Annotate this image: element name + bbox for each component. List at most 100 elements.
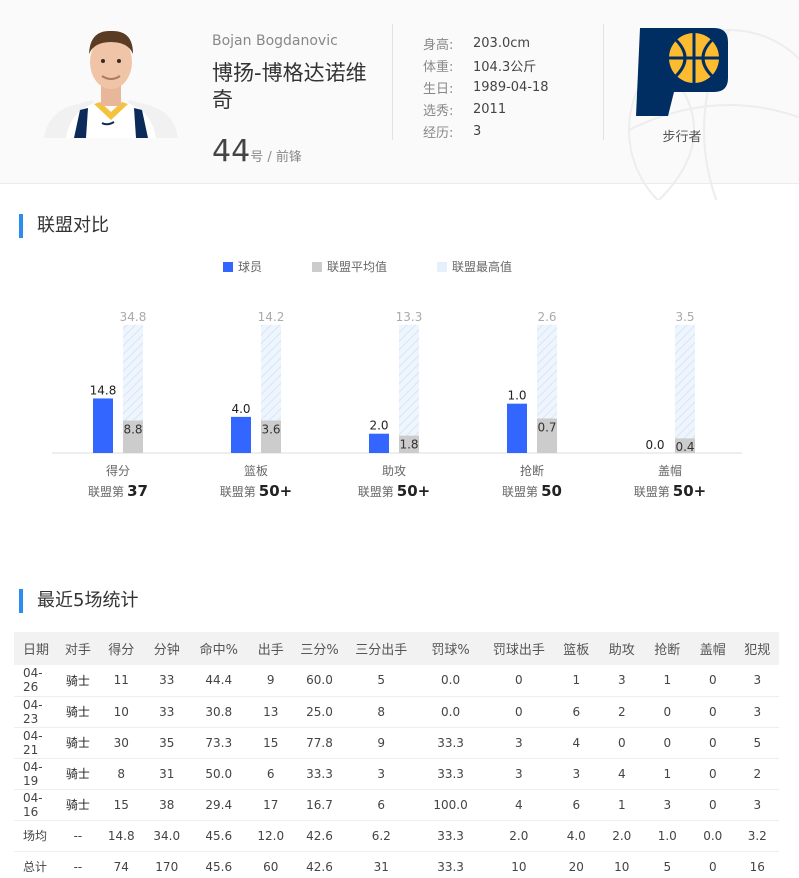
league-rank: 联盟第 50+ [358, 482, 430, 500]
data-label-max: 14.2 [258, 310, 285, 324]
table-cell: 1.0 [644, 820, 691, 852]
table-cell: 3 [644, 789, 691, 821]
table-cell: 2 [599, 696, 645, 728]
table-cell: 04-23 [14, 696, 58, 728]
data-label-max: 13.3 [396, 310, 423, 324]
team-name[interactable]: 步行者 [662, 130, 702, 145]
bar-max [399, 324, 419, 453]
table-cell: 04-26 [14, 665, 58, 697]
table-cell: 0.0 [417, 696, 485, 728]
rank-prefix: 联盟第 [357, 485, 394, 499]
table-cell: 10 [484, 851, 554, 878]
table-cell: 04-19 [14, 758, 58, 790]
table-cell: 25.0 [293, 696, 346, 728]
table-cell: 1 [553, 665, 600, 697]
table-cell: 3.2 [735, 820, 779, 852]
table-cell: 170 [144, 851, 190, 878]
table-cell: 77.8 [293, 727, 346, 759]
table-cell: 45.6 [189, 820, 248, 852]
table-body: 04-26 骑士 11 33 44.4 9 60.0 5 0.0 0 1 3 1 0 3 04-23 骑士 10 3… [14, 665, 779, 878]
divider [392, 24, 393, 140]
table-cell: 5 [735, 727, 779, 759]
column-header: 分钟 [144, 632, 190, 665]
recent-games-table: 日期 对手 得分 分钟 命中% 出手 三分% 三分出手 罚球% 罚球出手 篮板 助攻 抢断 盖帽 犯规 04… [14, 632, 779, 878]
table-cell: 33.3 [417, 820, 485, 852]
table-cell: 0 [484, 696, 554, 728]
column-header: 三分出手 [345, 632, 417, 665]
category-label: 盖帽 [658, 463, 682, 478]
table-cell: 3 [735, 665, 779, 697]
table-cell: 33 [144, 665, 190, 697]
league-rank: 联盟第 50+ [220, 482, 292, 500]
table-cell: 33.3 [417, 727, 485, 759]
rank-prefix: 联盟第 [88, 485, 125, 499]
table-cell: 10 [599, 851, 645, 878]
legend-average[interactable]: 联盟平均值 [312, 258, 387, 275]
table-cell: 33.3 [417, 758, 485, 790]
table-cell: 6 [553, 696, 600, 728]
table-cell: 31 [144, 758, 190, 790]
league-rank: 联盟第 37 [88, 482, 148, 500]
table-cell: 16.7 [293, 789, 346, 821]
table-cell: 5 [345, 665, 417, 697]
table-cell: 04-16 [14, 789, 58, 821]
table-cell: 14.8 [98, 820, 144, 852]
table-cell: 0 [690, 758, 736, 790]
table-cell: 3 [345, 758, 417, 790]
player-name-en: Bojan Bogdanovic [212, 33, 338, 49]
table-cell: 44.4 [189, 665, 248, 697]
recent-games-title: 最近5场统计 [19, 589, 138, 613]
league-rank-row: 联盟第 37 联盟第 50+ 联盟第 50+ 联盟第 50 联盟第 50+ [0, 482, 799, 504]
info-experience: 经历: 3 [423, 123, 482, 141]
bar-player [231, 416, 251, 453]
league-rank: 联盟第 50 [502, 482, 562, 500]
table-cell[interactable]: 骑士 [57, 696, 99, 728]
table-header-row: 日期 对手 得分 分钟 命中% 出手 三分% 三分出手 罚球% 罚球出手 篮板 助攻 抢断 盖帽 犯规 [14, 632, 779, 665]
table-cell: 6 [345, 789, 417, 821]
column-header: 犯规 [735, 632, 779, 665]
table-cell: 16 [735, 851, 779, 878]
table-cell: 60 [248, 851, 294, 878]
data-label-average: 3.6 [261, 422, 280, 436]
table-cell: 总计 [14, 851, 58, 878]
pacers-logo-icon[interactable] [634, 26, 730, 118]
table-cell[interactable]: 骑士 [57, 789, 99, 821]
divider [603, 24, 604, 140]
table-cell: 20 [553, 851, 600, 878]
table-cell[interactable]: 骑士 [57, 665, 99, 697]
table-cell: 0 [690, 727, 736, 759]
league-rank: 联盟第 50+ [634, 482, 706, 500]
rank-prefix: 联盟第 [502, 485, 539, 499]
column-header: 命中% [189, 632, 248, 665]
table-cell: 3 [484, 758, 554, 790]
table-cell: 0 [644, 696, 691, 728]
table-cell: 15 [248, 727, 294, 759]
table-cell[interactable]: 骑士 [57, 758, 99, 790]
player-avatar [44, 18, 178, 138]
legend-max[interactable]: 联盟最高值 [437, 258, 512, 275]
bar-average [675, 438, 695, 453]
table-cell: 4 [599, 758, 645, 790]
data-label-average: 8.8 [123, 423, 142, 437]
table-cell: 1 [599, 789, 645, 821]
data-label-max: 2.6 [537, 310, 556, 324]
legend-swatch-player [223, 261, 233, 272]
legend-player[interactable]: 球员 [223, 258, 262, 275]
rank-value: 50+ [672, 482, 707, 500]
table-cell: 3 [553, 758, 600, 790]
rank-value: 37 [127, 482, 148, 500]
bar-average [123, 420, 143, 453]
table-cell: 0.0 [690, 820, 736, 852]
bar-average [537, 418, 557, 453]
table-cell: 29.4 [189, 789, 248, 821]
column-header: 篮板 [553, 632, 600, 665]
table-cell: 4 [484, 789, 554, 821]
player-header: Bojan Bogdanovic 博扬-博格达诺维奇 44号 / 前锋 身高: 2… [0, 0, 799, 200]
table-cell: 2.0 [484, 820, 554, 852]
table-cell: 17 [248, 789, 294, 821]
data-label-player: 14.8 [90, 383, 117, 397]
legend-swatch-average [312, 261, 322, 272]
table-cell: 1 [644, 758, 691, 790]
table-cell[interactable]: 骑士 [57, 727, 99, 759]
data-label-max: 3.5 [675, 310, 694, 324]
